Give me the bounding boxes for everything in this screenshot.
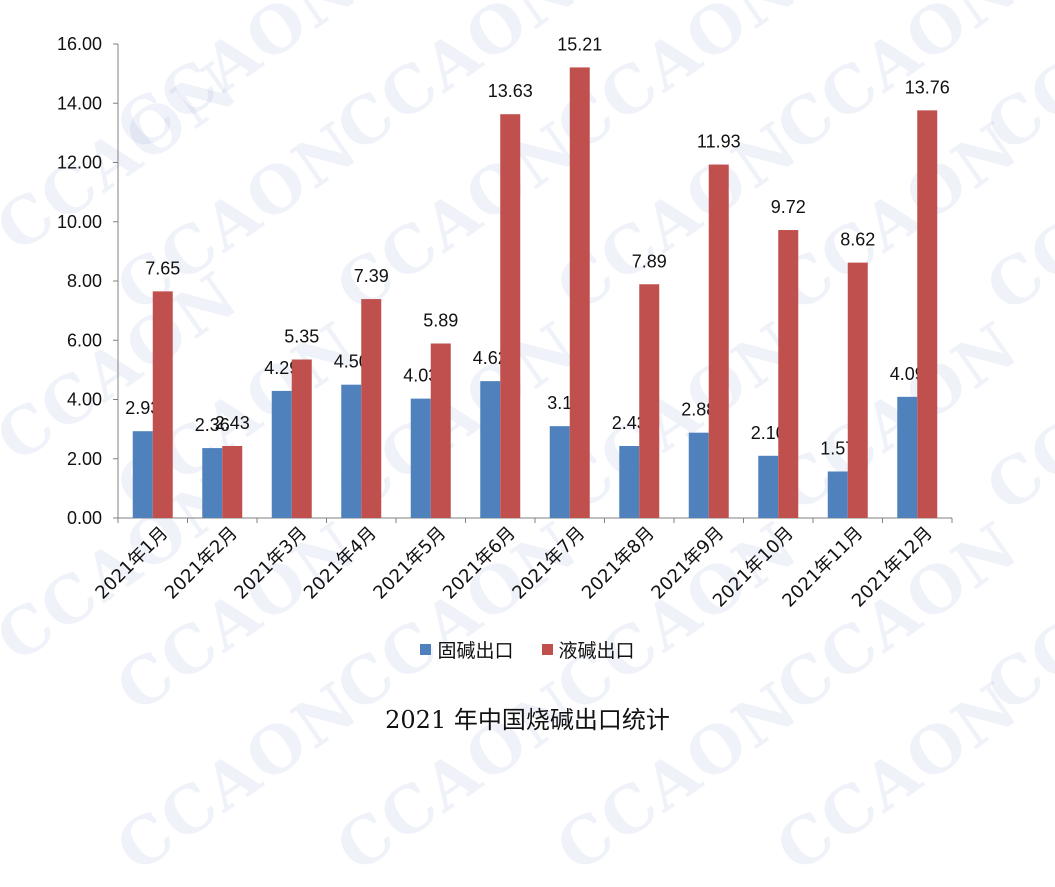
bar-solid [549, 426, 570, 518]
x-tick-label: 2021年2月 [161, 523, 242, 604]
y-tick-label: 14.00 [57, 93, 102, 113]
bar-liquid [291, 359, 312, 518]
bar-solid [410, 398, 431, 518]
x-tick-label: 2021年8月 [578, 523, 659, 604]
bar-solid [897, 396, 918, 518]
x-tick-label: 2021年3月 [230, 523, 311, 604]
bar-solid [827, 471, 848, 518]
x-tick-label: 2021年4月 [300, 523, 381, 604]
data-label-liquid: 15.21 [557, 34, 602, 54]
data-label-liquid: 7.39 [354, 266, 389, 286]
y-tick-label: 8.00 [67, 271, 102, 291]
y-tick-label: 10.00 [57, 212, 102, 232]
data-label-solid: 3.1 [547, 393, 572, 413]
legend-swatch-solid [420, 644, 432, 655]
y-tick-label: 2.00 [67, 449, 102, 469]
legend-label-solid: 固碱出口 [437, 640, 514, 662]
bar-chart: 0.00 2.00 4.00 6.00 8.00 10.00 12.00 14.00 16.00… [57, 34, 953, 612]
bar-liquid [569, 67, 590, 518]
bar-solid [202, 448, 223, 518]
legend-label-liquid: 液碱出口 [558, 640, 635, 662]
chart-caption: 2021 年中国烧碱出口统计 [385, 706, 670, 734]
data-label-solid: 2.93 [125, 398, 160, 418]
x-tick-label: 2021年6月 [439, 523, 520, 604]
x-tick-label: 2021年1月 [91, 523, 172, 604]
data-label-solid: 4.50 [334, 352, 369, 372]
data-label-liquid: 8.62 [840, 230, 875, 250]
bar-liquid [500, 114, 521, 519]
bar-liquid [708, 164, 729, 519]
data-label-solid: 2.36 [195, 415, 230, 435]
data-label-solid: 2.88 [681, 400, 716, 420]
y-tick-label: 4.00 [67, 390, 102, 410]
bar-liquid [430, 343, 451, 518]
data-label-liquid: 13.63 [488, 81, 533, 101]
legend-swatch-liquid [541, 644, 553, 655]
data-label-solid: 4.03 [403, 366, 438, 386]
chart-legend: 固碱出口 液碱出口 [0, 636, 1055, 663]
bar-liquid [847, 262, 868, 518]
data-label-solid: 2.43 [612, 413, 647, 433]
data-label-liquid: 5.35 [284, 327, 319, 347]
data-label-liquid: 7.65 [145, 258, 180, 278]
bar-liquid [778, 230, 799, 519]
data-label-solid: 4.62 [473, 348, 508, 368]
x-tick-label: 2021年5月 [369, 523, 450, 604]
x-tick-label: 2021年7月 [508, 523, 589, 604]
bar-liquid [361, 299, 382, 518]
data-label-liquid: 5.89 [423, 311, 458, 331]
bar-liquid [917, 110, 938, 519]
bar-solid [341, 384, 362, 518]
data-label-solid: 4.09 [890, 364, 925, 384]
data-label-liquid: 13.76 [905, 77, 950, 97]
bar-solid [271, 390, 292, 518]
bar-liquid [152, 291, 173, 518]
bar-liquid [222, 446, 243, 518]
bar-solid [758, 455, 779, 518]
y-tick-label: 6.00 [67, 330, 102, 350]
data-label-liquid: 9.72 [771, 197, 806, 217]
bar-solid [619, 446, 640, 518]
y-tick-label: 0.00 [67, 508, 102, 528]
y-tick-label: 16.00 [57, 34, 102, 54]
legend-item-liquid: 液碱出口 [541, 636, 635, 663]
bar-liquid [639, 284, 660, 518]
data-label-liquid: 7.89 [632, 251, 667, 271]
bar-solid [688, 432, 709, 518]
data-label-solid: 1.57 [820, 438, 855, 458]
bar-solid [132, 431, 153, 518]
data-label-solid: 4.29 [264, 358, 299, 378]
bar-solid [480, 381, 501, 518]
data-label-solid: 2.10 [751, 423, 786, 443]
data-label-liquid: 2.43 [215, 413, 250, 433]
data-label-liquid: 11.93 [697, 132, 741, 152]
y-tick-label: 12.00 [57, 153, 102, 173]
legend-item-solid: 固碱出口 [420, 636, 514, 663]
